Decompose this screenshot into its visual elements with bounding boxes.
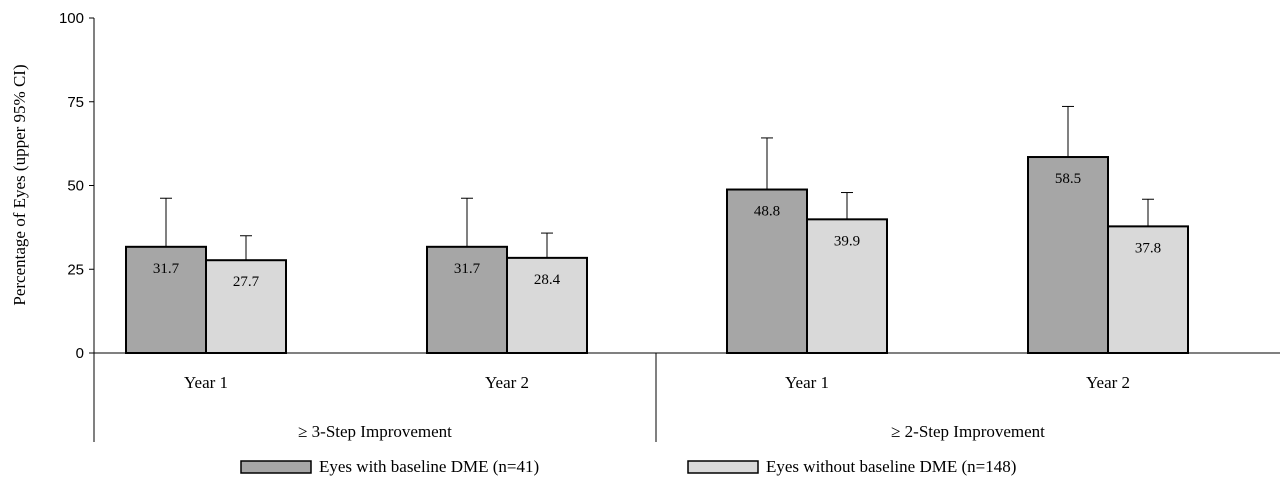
x-category-label: Year 2 xyxy=(1086,373,1130,392)
bar-value-label: 31.7 xyxy=(153,261,180,277)
bar xyxy=(125,245,207,354)
y-axis-title: Percentage of Eyes (upper 95% CI) xyxy=(10,64,29,305)
legend: Eyes with baseline DME (n=41) Eyes withou… xyxy=(240,457,1016,476)
y-tick-label: 50 xyxy=(67,178,84,195)
bar-value-label: 37.8 xyxy=(1135,240,1161,256)
bar xyxy=(506,256,588,354)
bar xyxy=(1107,225,1189,354)
x-category-label: Year 2 xyxy=(485,373,529,392)
bar-value-label: 31.7 xyxy=(454,261,481,277)
legend-swatch xyxy=(240,460,312,474)
bar-value-label: 27.7 xyxy=(233,274,260,290)
bar-value-label: 28.4 xyxy=(534,272,561,288)
x-group-label: ≥ 3-Step Improvement xyxy=(298,422,452,441)
y-axis: 0 25 50 75 100 xyxy=(59,10,95,442)
legend-label: Eyes without baseline DME (n=148) xyxy=(766,457,1016,476)
bar xyxy=(426,245,508,354)
legend-label: Eyes with baseline DME (n=41) xyxy=(319,457,539,476)
y-tick-label: 100 xyxy=(59,10,84,27)
x-category-label: Year 1 xyxy=(785,373,829,392)
x-axis: Year 1 Year 2 ≥ 3-Step Improvement Year 1 Ye… xyxy=(94,352,1280,442)
legend-swatch xyxy=(687,460,759,474)
y-tick-label: 25 xyxy=(67,261,84,278)
bar xyxy=(205,259,287,354)
bar-value-label: 58.5 xyxy=(1055,171,1081,187)
bars: 31.7 31.7 48.8 58.5 27.7 28.4 39.9 37.8 xyxy=(125,105,1189,354)
y-tick-label: 75 xyxy=(67,94,84,111)
bar-value-label: 39.9 xyxy=(834,233,860,249)
x-category-label: Year 1 xyxy=(184,373,228,392)
y-tick-label: 0 xyxy=(76,345,84,362)
x-group-label: ≥ 2-Step Improvement xyxy=(891,422,1045,441)
bar xyxy=(806,218,888,354)
bar-value-label: 48.8 xyxy=(754,204,780,220)
bar xyxy=(726,188,808,354)
